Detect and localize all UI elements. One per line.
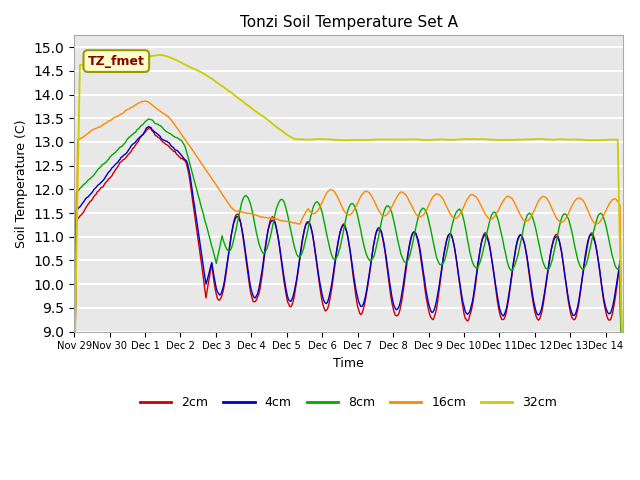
Legend: 2cm, 4cm, 8cm, 16cm, 32cm: 2cm, 4cm, 8cm, 16cm, 32cm [135, 391, 563, 414]
Y-axis label: Soil Temperature (C): Soil Temperature (C) [15, 119, 28, 248]
Text: TZ_fmet: TZ_fmet [88, 55, 145, 68]
X-axis label: Time: Time [333, 357, 364, 370]
Title: Tonzi Soil Temperature Set A: Tonzi Soil Temperature Set A [240, 15, 458, 30]
